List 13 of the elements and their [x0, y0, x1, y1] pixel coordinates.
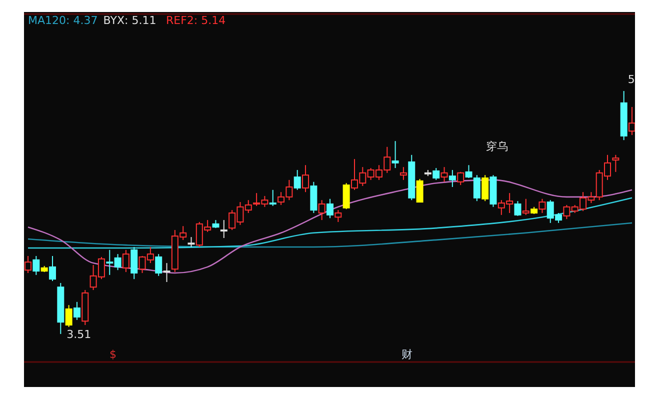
- annotation: 穿乌: [486, 140, 508, 153]
- text: 5: [628, 73, 635, 86]
- text: 财: [402, 348, 412, 361]
- candlestick: [448, 169, 456, 188]
- text: BYX: 5.11: [103, 14, 156, 27]
- annotation: 3.51: [66, 328, 92, 341]
- candlestick: [163, 262, 170, 282]
- text: MA120: 4.37: [28, 14, 98, 27]
- text: REF2: 5.14: [166, 14, 226, 27]
- candlestick: [440, 166, 448, 182]
- candlestick: [400, 166, 407, 180]
- text: $: [110, 348, 116, 361]
- candlestick: [392, 140, 399, 169]
